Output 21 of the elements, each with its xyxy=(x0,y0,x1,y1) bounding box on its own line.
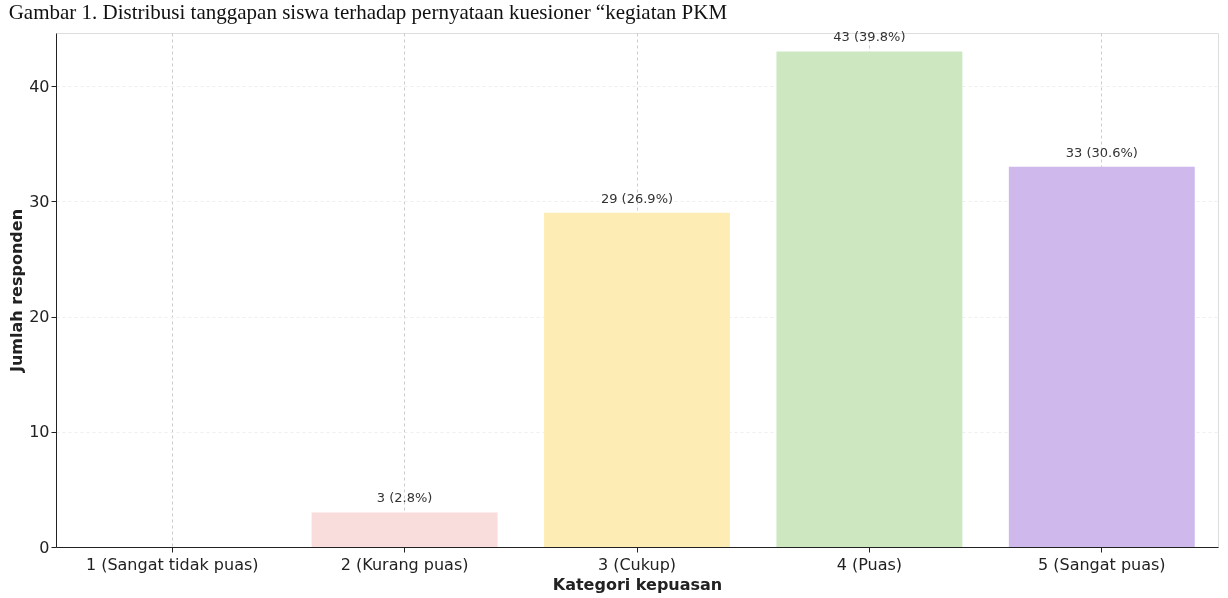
bar xyxy=(1008,166,1195,547)
y-tick-label: 40 xyxy=(29,76,50,96)
x-tick-label: 2 (Kurang puas) xyxy=(340,554,469,574)
y-tick-label: 0 xyxy=(39,537,50,557)
bar xyxy=(311,512,498,547)
bar xyxy=(544,212,730,547)
y-tick-label: 10 xyxy=(29,422,50,442)
y-tick-label: 20 xyxy=(29,307,50,327)
x-axis-title: Kategori kepuasan xyxy=(552,574,723,594)
data-label: 3 (2.8%) xyxy=(376,490,433,506)
y-axis-title: Jumlah responden xyxy=(7,208,27,374)
bar xyxy=(776,51,963,547)
x-tick-label: 3 (Cukup) xyxy=(597,554,677,574)
chart-title: Gambar 1. Distribusi tanggapan siswa terhadap pernyataan kuesioner “kegiatan PKM xyxy=(8,0,728,25)
x-tick-label: 4 (Puas) xyxy=(836,554,903,574)
x-tick-label: 5 (Sangat puas) xyxy=(1038,554,1166,574)
data-label: 33 (30.6%) xyxy=(1065,144,1138,160)
data-label: 29 (26.9%) xyxy=(600,190,674,206)
data-label: 43 (39.8%) xyxy=(833,29,906,45)
y-tick-label: 30 xyxy=(29,191,50,211)
x-tick-label: 1 (Sangat tidak puas) xyxy=(85,554,259,574)
